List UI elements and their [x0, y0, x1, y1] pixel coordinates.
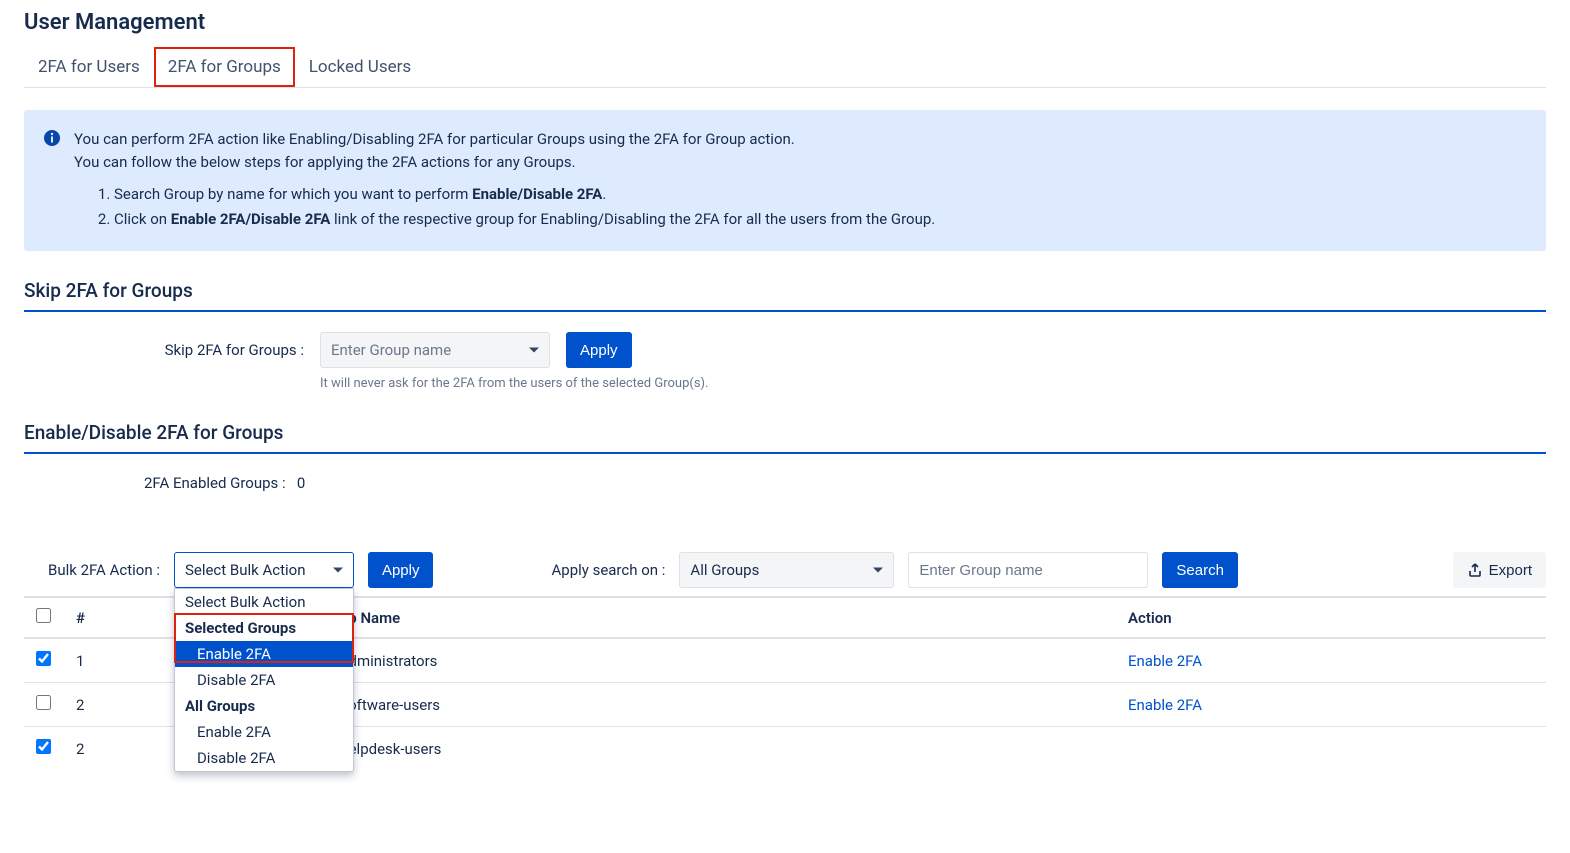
info-line-2: You can follow the below steps for apply…	[74, 151, 1526, 174]
apply-search-on-label: Apply search on :	[551, 561, 665, 579]
row-group-name: jira-helpdesk-users	[304, 727, 1116, 771]
bulk-group-all: All Groups	[175, 693, 353, 719]
apply-search-on-value: All Groups	[690, 561, 759, 579]
bulk-opt-all-enable[interactable]: Enable 2FA	[175, 719, 353, 745]
skip-group-select[interactable]: Enter Group name	[320, 332, 550, 368]
skip-group-label: Skip 2FA for Groups :	[24, 341, 304, 359]
enabled-groups-stat: 2FA Enabled Groups : 0	[144, 474, 1546, 492]
info-step-2: Click on Enable 2FA/Disable 2FA link of …	[114, 208, 1526, 231]
tab-locked-users[interactable]: Locked Users	[295, 47, 425, 87]
bulk-toolbar: Bulk 2FA Action : Select Bulk Action Sel…	[24, 552, 1546, 588]
group-search-input[interactable]	[908, 552, 1148, 588]
row-group-name: jira-software-users	[304, 683, 1116, 727]
info-step-1: Search Group by name for which you want …	[114, 183, 1526, 206]
page-title: User Management	[24, 10, 1546, 35]
bulk-opt-selected-disable[interactable]: Disable 2FA	[175, 667, 353, 693]
chevron-down-icon	[873, 568, 883, 573]
info-line-1: You can perform 2FA action like Enabling…	[74, 128, 1526, 151]
column-header-action: Action	[1116, 597, 1546, 638]
bulk-action-select[interactable]: Select Bulk Action	[174, 552, 354, 588]
bulk-opt-selected-enable[interactable]: Enable 2FA	[175, 641, 353, 667]
row-checkbox[interactable]	[36, 651, 51, 666]
section-divider	[24, 310, 1546, 312]
row-action-link[interactable]	[1116, 727, 1546, 771]
export-button[interactable]: Export	[1453, 552, 1546, 588]
section-divider	[24, 452, 1546, 454]
section-title-enable: Enable/Disable 2FA for Groups	[24, 421, 1546, 444]
row-action-link[interactable]: Enable 2FA	[1116, 683, 1546, 727]
row-group-name: jira-administrators	[304, 638, 1116, 683]
tab-2fa-users[interactable]: 2FA for Users	[24, 47, 154, 87]
bulk-action-dropdown: Select Bulk Action Selected Groups Enabl…	[174, 588, 354, 772]
select-all-checkbox[interactable]	[36, 608, 51, 623]
chevron-down-icon	[333, 568, 343, 573]
bulk-opt-all-disable[interactable]: Disable 2FA	[175, 745, 353, 771]
bulk-action-value: Select Bulk Action	[185, 561, 306, 579]
search-button[interactable]: Search	[1162, 552, 1238, 588]
info-panel: You can perform 2FA action like Enabling…	[24, 110, 1546, 251]
skip-group-placeholder: Enter Group name	[331, 341, 451, 359]
bulk-opt-default[interactable]: Select Bulk Action	[175, 589, 353, 615]
bulk-group-selected: Selected Groups	[175, 615, 353, 641]
chevron-down-icon	[529, 348, 539, 353]
bulk-apply-button[interactable]: Apply	[368, 552, 434, 588]
apply-search-on-select[interactable]: All Groups	[679, 552, 894, 588]
row-checkbox[interactable]	[36, 695, 51, 710]
skip-helper-text: It will never ask for the 2FA from the u…	[320, 376, 1546, 391]
bulk-action-label: Bulk 2FA Action :	[48, 561, 160, 579]
export-icon	[1467, 562, 1483, 578]
info-icon	[44, 130, 60, 146]
tab-2fa-groups[interactable]: 2FA for Groups	[154, 47, 295, 87]
skip-apply-button[interactable]: Apply	[566, 332, 632, 368]
tabs-bar: 2FA for Users 2FA for Groups Locked User…	[24, 47, 1546, 88]
column-header-group-name: Group Name	[304, 597, 1116, 638]
row-checkbox[interactable]	[36, 739, 51, 754]
section-title-skip: Skip 2FA for Groups	[24, 279, 1546, 302]
row-action-link[interactable]: Enable 2FA	[1116, 638, 1546, 683]
